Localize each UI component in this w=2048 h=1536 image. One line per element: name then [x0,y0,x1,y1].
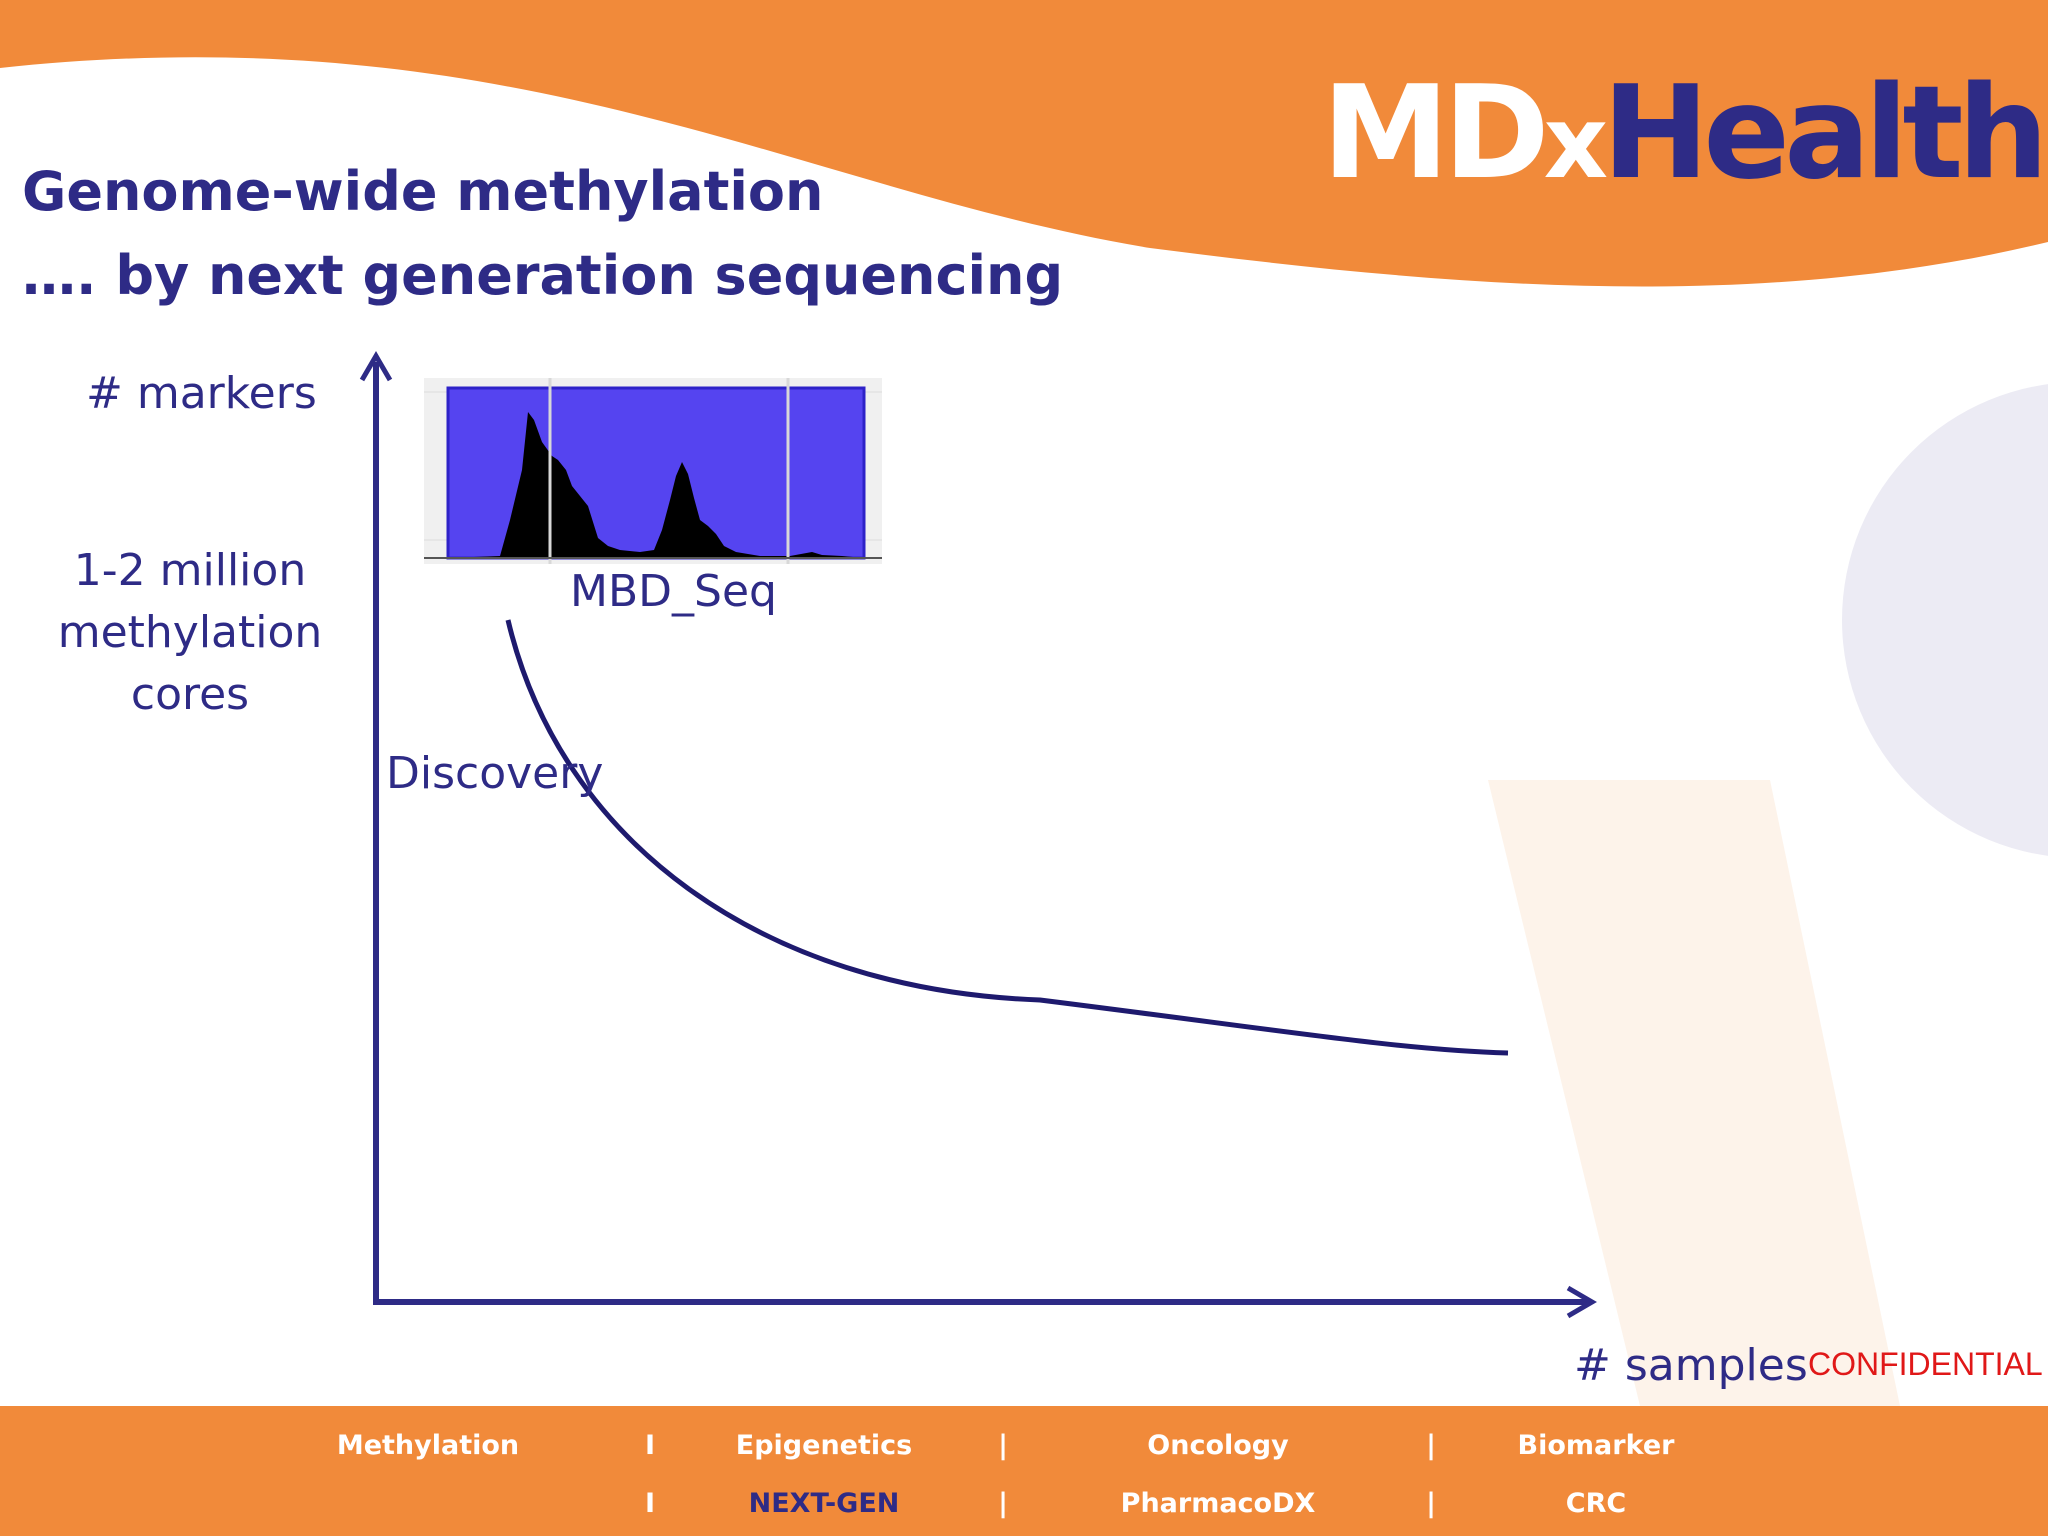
footer-next-gen: NEXT-GEN [748,1488,900,1519]
title-line-1: Genome-wide methylation [22,160,824,223]
mbd-seq-label: MBD_Seq [570,566,777,617]
annotation-line-3: cores [130,669,250,720]
mbd-seq-inset [424,378,882,564]
discovery-label: Discovery [386,748,604,799]
footer-oncology: Oncology [1147,1430,1289,1461]
footer-separator: I [644,1430,656,1461]
footer-separator: I [644,1488,656,1519]
slide-title: Genome-wide methylation …. by next gener… [22,150,1063,318]
footer-separator: | [998,1488,1008,1519]
footer-bar [0,1406,2048,1536]
confidential-notice: CONFIDENTIAL [1808,1346,2043,1382]
footer-separator: | [998,1430,1008,1461]
footer-biomarker: Biomarker [1517,1430,1675,1461]
discovery-curve [505,619,1509,1056]
annotation-line-2: methylation [57,607,323,658]
footer-methylation: Methylation [336,1430,520,1461]
annotation-line-1: 1-2 million [73,545,307,596]
y-axis [359,351,393,1302]
footer-separator: | [1426,1488,1436,1519]
title-line-2: …. by next generation sequencing [22,244,1064,307]
footer-crc: CRC [1565,1488,1627,1519]
marker-count-annotation: 1-2 million methylation cores [50,540,330,726]
logo-x: x [1543,84,1608,201]
x-axis-label: # samples [1574,1340,1808,1391]
x-axis [373,1285,1597,1319]
footer-pharmacodx: PharmacoDX [1120,1488,1316,1519]
logo-md: MD [1322,59,1550,208]
methylation-peaks [448,412,864,558]
logo-health: Health [1602,59,2048,208]
footer-epigenetics: Epigenetics [735,1430,913,1461]
footer-separator: | [1426,1430,1436,1461]
y-axis-label: # markers [86,368,317,419]
mdxhealth-logo: MDxHealth [1322,70,2048,201]
